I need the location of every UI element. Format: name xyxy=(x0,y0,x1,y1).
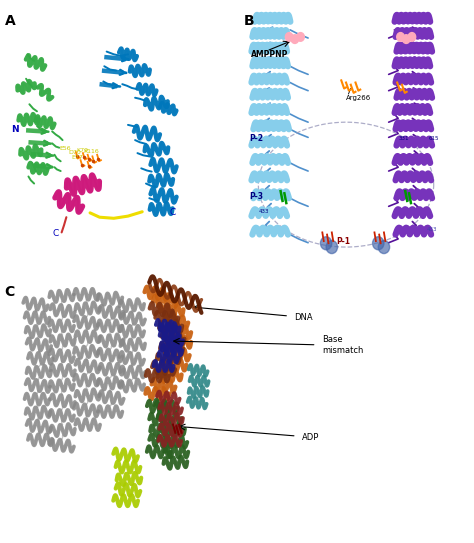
Circle shape xyxy=(291,35,299,43)
Text: E56: E56 xyxy=(60,146,71,151)
Text: AMPPNP: AMPPNP xyxy=(251,50,289,59)
Text: K116: K116 xyxy=(83,149,99,154)
Text: P-3: P-3 xyxy=(249,192,263,201)
Circle shape xyxy=(397,33,404,41)
Text: Base: Base xyxy=(322,335,343,344)
Text: 615: 615 xyxy=(429,136,439,141)
Text: P-2: P-2 xyxy=(249,134,263,143)
Circle shape xyxy=(373,237,384,250)
Text: A: A xyxy=(5,14,16,28)
Text: C: C xyxy=(5,285,15,299)
Text: mismatch: mismatch xyxy=(322,346,364,355)
Circle shape xyxy=(285,33,293,41)
Text: DNA: DNA xyxy=(294,313,312,322)
Circle shape xyxy=(326,241,337,254)
Text: C: C xyxy=(53,229,59,238)
Text: D70: D70 xyxy=(69,149,81,155)
Text: C: C xyxy=(170,209,176,217)
Text: B: B xyxy=(244,14,255,28)
Circle shape xyxy=(297,33,304,41)
Text: N: N xyxy=(11,125,19,134)
Circle shape xyxy=(378,241,390,254)
Text: P-1: P-1 xyxy=(337,237,351,246)
Text: ADP: ADP xyxy=(302,433,320,441)
Circle shape xyxy=(402,35,410,43)
Circle shape xyxy=(320,237,332,250)
Text: E77: E77 xyxy=(71,155,83,160)
Text: 433: 433 xyxy=(258,209,269,214)
Text: K79: K79 xyxy=(76,148,89,153)
Text: Arg266: Arg266 xyxy=(346,94,371,101)
Circle shape xyxy=(408,33,416,41)
Text: 433: 433 xyxy=(427,226,437,232)
Text: 331: 331 xyxy=(398,136,409,141)
